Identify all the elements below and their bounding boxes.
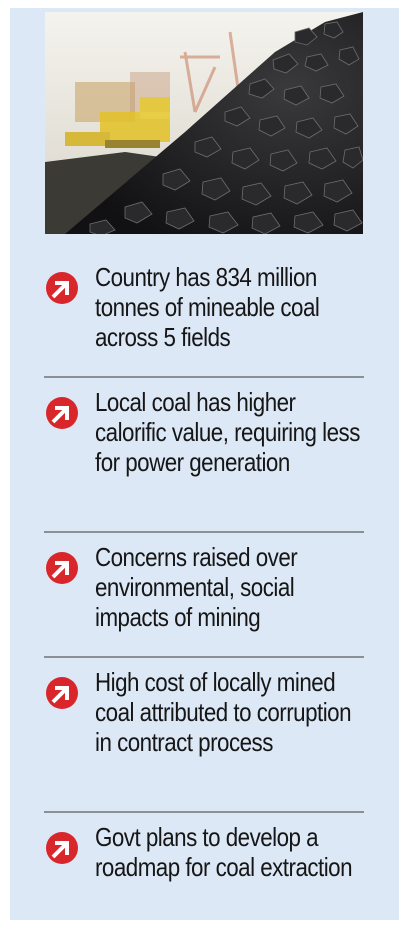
- list-item: Govt plans to develop a roadmap for coal…: [44, 822, 364, 928]
- red-circle-arrow-icon: [46, 677, 78, 709]
- list-item-text: High cost of locally mined coal attribut…: [95, 667, 352, 757]
- list-item: Local coal has higher calorific value, r…: [44, 387, 364, 523]
- divider: [44, 656, 364, 658]
- info-panel: Country has 834 million tonnes of mineab…: [10, 8, 399, 920]
- divider: [44, 531, 364, 533]
- list-item: Country has 834 million tonnes of mineab…: [44, 262, 364, 368]
- divider: [44, 811, 364, 813]
- bullet-list: Country has 834 million tonnes of mineab…: [44, 262, 364, 928]
- list-item-text: Govt plans to develop a roadmap for coal…: [95, 822, 353, 882]
- coal-pile-image: [45, 12, 363, 234]
- list-item: High cost of locally mined coal attribut…: [44, 667, 364, 803]
- list-item-text: Country has 834 million tonnes of mineab…: [95, 262, 320, 352]
- coal-pile-photo: [45, 12, 363, 234]
- list-item-text: Local coal has higher calorific value, r…: [95, 387, 360, 477]
- red-circle-arrow-icon: [46, 832, 78, 864]
- list-item-text: Concerns raised over environmental, soci…: [95, 542, 298, 632]
- divider: [44, 376, 364, 378]
- list-item: Concerns raised over environmental, soci…: [44, 542, 364, 648]
- red-circle-arrow-icon: [46, 272, 78, 304]
- red-circle-arrow-icon: [46, 552, 78, 584]
- red-circle-arrow-icon: [46, 397, 78, 429]
